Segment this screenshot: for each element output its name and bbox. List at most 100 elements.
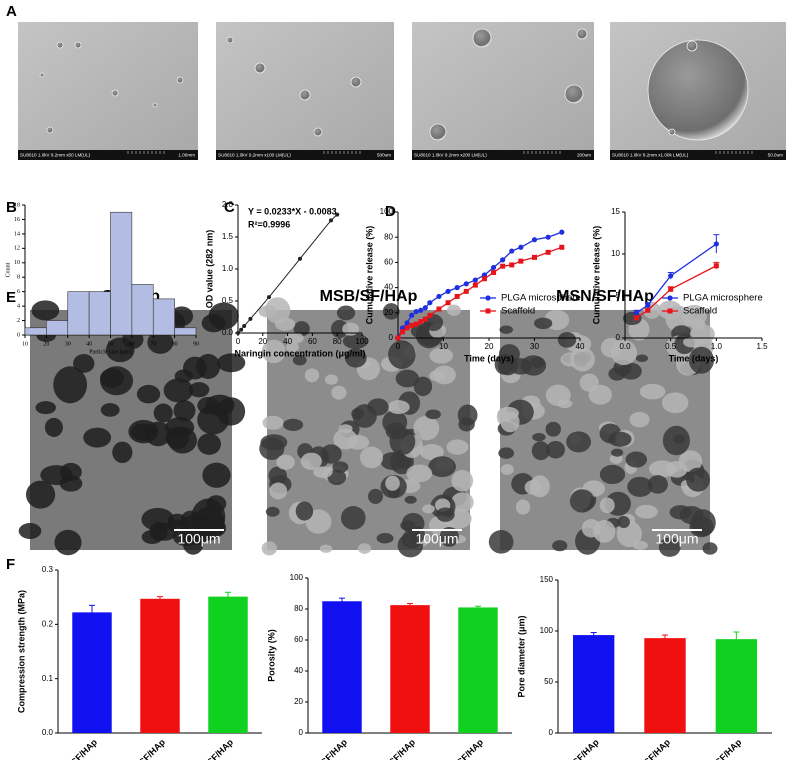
- data-point: [545, 234, 551, 240]
- pore: [425, 409, 441, 420]
- microsphere: [472, 28, 492, 48]
- pore: [54, 529, 82, 556]
- series-line: [636, 243, 717, 314]
- y-tick-label: 80: [384, 232, 393, 241]
- pore: [658, 537, 681, 557]
- x-tick-label: MSB/SF/HAp: [121, 737, 167, 760]
- x-tick-label: 10: [439, 342, 448, 351]
- pore: [683, 336, 701, 348]
- data-point: [418, 319, 424, 325]
- microsphere: [429, 123, 447, 141]
- data-point: [481, 276, 487, 282]
- x-tick-label: 40: [576, 342, 585, 351]
- pore: [458, 417, 475, 432]
- x-tick-label: MSN/SF/HAp: [439, 737, 485, 760]
- data-point: [427, 300, 433, 306]
- pore: [100, 403, 120, 417]
- pore: [627, 476, 653, 497]
- data-point: [298, 256, 302, 261]
- x-tick-label: 0.0: [619, 342, 631, 351]
- pore: [188, 382, 210, 398]
- x-axis-label: Particle size (μm): [89, 348, 132, 355]
- histogram-bar: [131, 284, 154, 336]
- y-tick-label: 1.5: [222, 232, 234, 241]
- pore: [163, 378, 194, 403]
- data-point: [668, 286, 674, 292]
- pore: [570, 347, 595, 372]
- pore: [429, 347, 453, 364]
- microsphere: [111, 89, 119, 97]
- data-point: [395, 335, 401, 341]
- pore: [346, 435, 370, 450]
- data-point: [422, 305, 428, 311]
- pore: [611, 448, 624, 457]
- pore: [18, 523, 42, 539]
- x-tick-label: 40: [86, 341, 92, 347]
- data-point: [413, 308, 419, 315]
- pore: [451, 492, 474, 513]
- pore: [292, 354, 307, 366]
- pore: [285, 332, 304, 344]
- pore: [625, 451, 648, 468]
- y-tick-label: 10: [611, 249, 620, 258]
- y-tick-label: 20: [384, 308, 393, 317]
- data-point: [418, 307, 424, 313]
- y-tick-label: 0: [549, 728, 554, 737]
- data-point: [413, 321, 419, 327]
- x-tick-label: 1.0: [711, 342, 723, 351]
- sem-info: SU8010 1.0kV 9.2mm x200 LM(UL): [414, 153, 487, 158]
- pore: [141, 507, 175, 531]
- microsphere: [56, 41, 64, 49]
- x-tick-label: 30: [530, 342, 539, 351]
- sem-info: SU8010 1.0kV 9.2mm x100 LM(UL): [218, 153, 291, 158]
- y-tick-label: 2.0: [222, 200, 234, 209]
- x-tick-label: 30: [65, 341, 71, 347]
- pore: [196, 353, 221, 379]
- pore: [385, 475, 400, 491]
- pore: [419, 444, 444, 460]
- pore: [515, 499, 531, 515]
- pore: [336, 305, 356, 321]
- pore: [53, 366, 88, 404]
- panel-label: D: [385, 203, 396, 220]
- scale-label: 100μm: [415, 531, 458, 547]
- x-axis-label: Time (days): [464, 353, 514, 363]
- pore: [488, 530, 514, 554]
- pore: [635, 504, 658, 519]
- pore: [340, 506, 366, 530]
- y-tick-label: 150: [540, 575, 554, 584]
- x-axis-label: Time (days): [669, 353, 719, 363]
- pore: [429, 370, 447, 382]
- pore: [545, 384, 571, 407]
- x-tick-label: 60: [129, 341, 135, 347]
- data-point: [668, 273, 674, 279]
- pore: [264, 297, 291, 324]
- pore: [136, 384, 161, 404]
- pore: [662, 425, 690, 456]
- pore: [170, 306, 194, 327]
- scale-label: 100μm: [177, 531, 220, 547]
- y-tick-label: 0: [299, 728, 304, 737]
- sem-image: [18, 22, 198, 160]
- y-tick-label: 60: [294, 635, 303, 644]
- info-bar: [610, 150, 786, 160]
- y-tick-label: 12: [14, 246, 20, 252]
- bar: [715, 639, 758, 733]
- series-line: [636, 265, 717, 319]
- pore: [35, 401, 56, 415]
- panel-label: A: [6, 3, 17, 20]
- x-tick-label: MSB/SF/HAp: [626, 737, 672, 760]
- panel-label: F: [6, 556, 15, 573]
- pore: [25, 480, 56, 509]
- panel-label: E: [6, 289, 16, 306]
- data-point: [545, 249, 551, 255]
- pore: [428, 456, 456, 478]
- legend-label: PLGA microsphere: [501, 293, 581, 304]
- pore: [566, 431, 592, 453]
- y-tick-label: 20: [294, 697, 303, 706]
- pore: [608, 367, 626, 381]
- data-point: [239, 327, 244, 332]
- x-axis-label: Naringin concentration (μg/ml): [234, 348, 365, 358]
- x-tick-label: SF/HAp: [69, 737, 99, 760]
- pore: [331, 385, 347, 400]
